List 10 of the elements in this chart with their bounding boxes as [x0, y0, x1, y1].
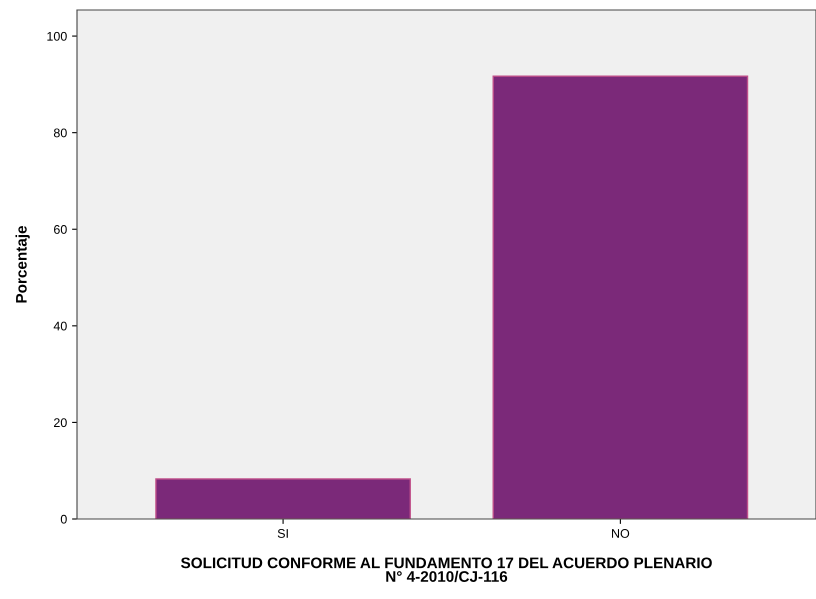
y-tick-label: 60 — [54, 225, 67, 234]
y-tick-label: 40 — [54, 322, 67, 330]
x-tick-label: NO — [612, 529, 630, 538]
y-axis-title: Porcentaje — [16, 226, 30, 303]
y-tick-label: 80 — [54, 128, 67, 138]
y-tick-label: 0 — [60, 514, 67, 524]
x-axis-title: SOLICITUD CONFORME AL FUNDAMENTO 17 DEL ACUERDO PLENARIO N° 4-2010/CJ-116 — [180, 557, 712, 582]
x-tick-label: SI — [278, 529, 288, 538]
y-tick-label: 100 — [47, 32, 67, 41]
y-tick-label: 20 — [54, 418, 67, 428]
